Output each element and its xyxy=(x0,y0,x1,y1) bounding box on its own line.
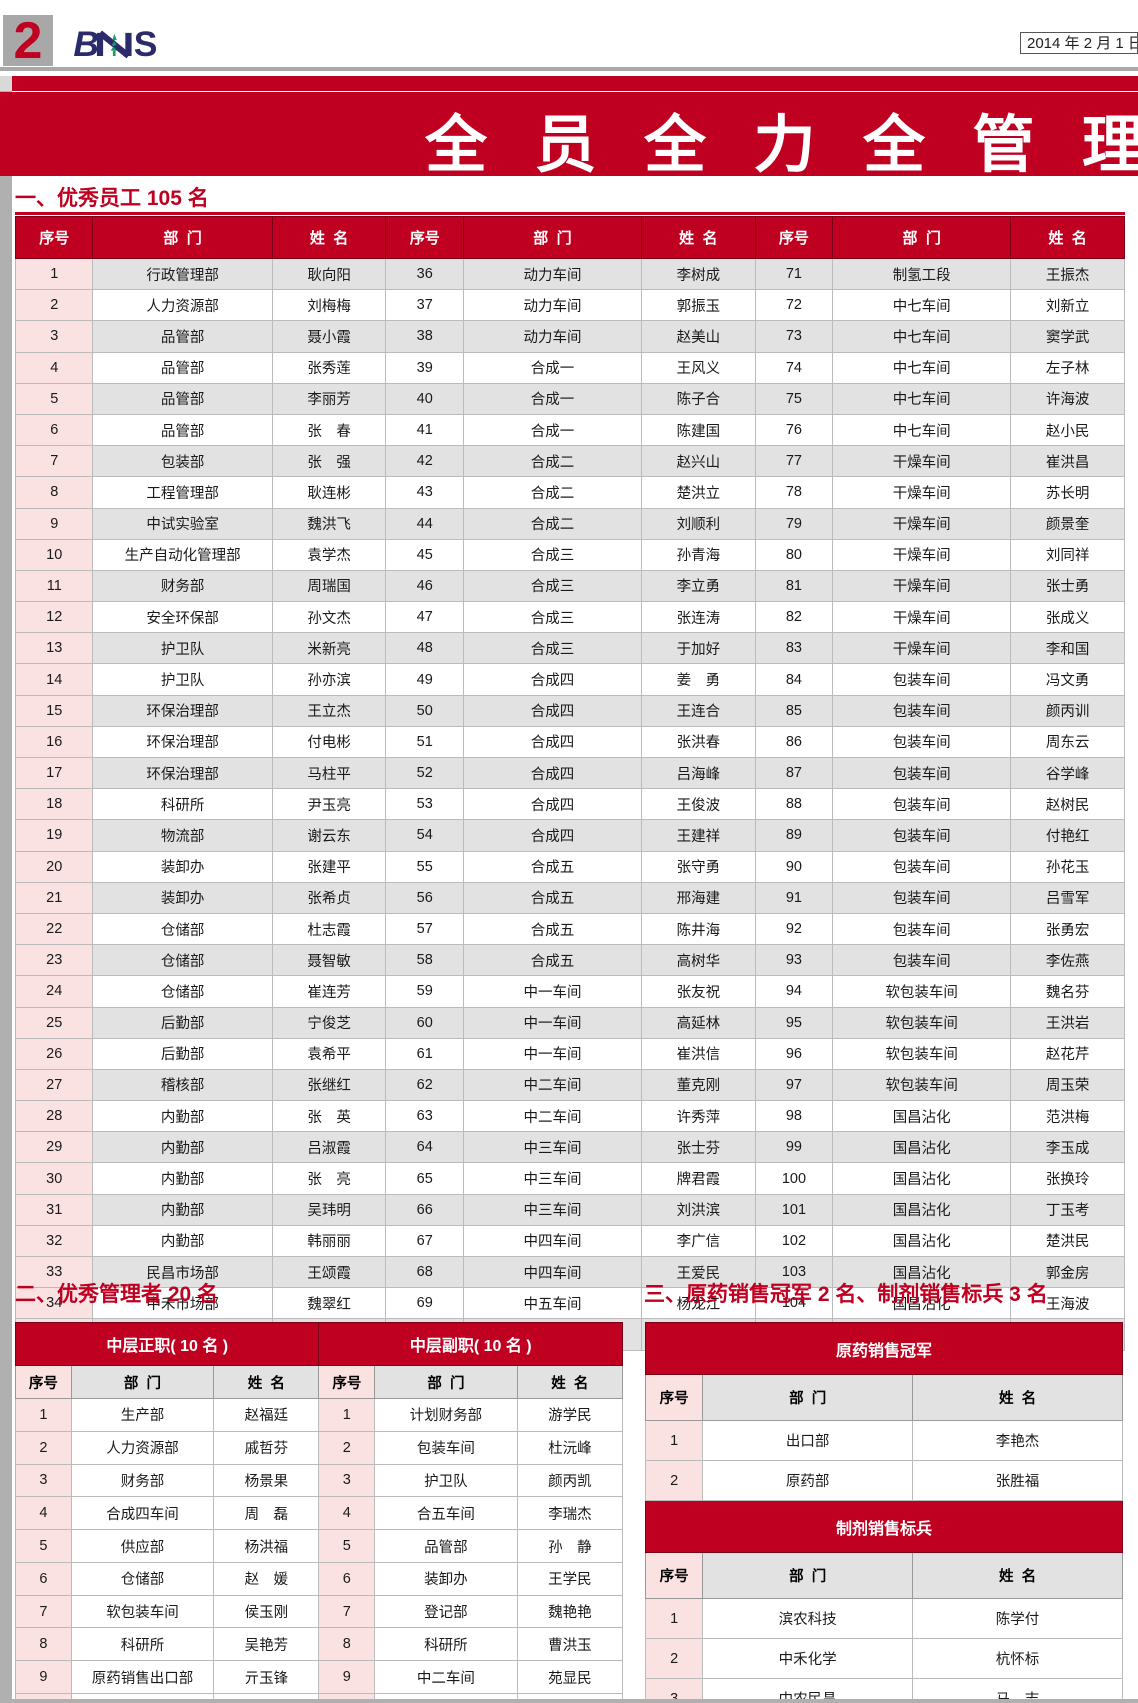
svg-text:B: B xyxy=(73,24,98,64)
svg-text:S: S xyxy=(134,24,157,64)
